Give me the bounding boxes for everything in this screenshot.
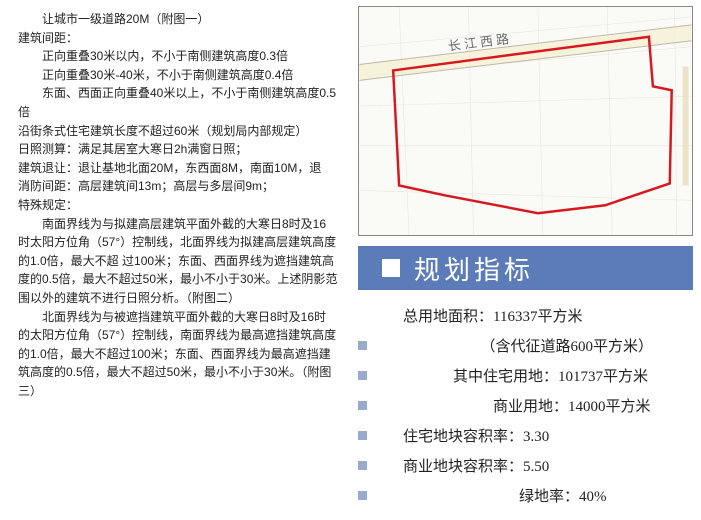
p-special2: 北面界线为与被遮挡建筑平面外截的大寒日8时及16时的太阳方位角（57°）控制线，…: [18, 308, 338, 401]
metric-road-area: （含代征道路600平方米）: [379, 335, 693, 356]
metrics-banner: 规划指标: [358, 246, 693, 290]
p-s1: 正向重叠30米以内，不小于南侧建筑高度0.3倍: [18, 47, 338, 66]
p-sun: 日照测算：满足其居室大寒日2h满窗日照；: [18, 140, 338, 159]
metric-commercial-area: 商业用地：14000平方米: [379, 395, 693, 416]
bullet-icon: [358, 341, 367, 350]
p-fire: 消防间距：高层建筑间13m；高层与多层间9m；: [18, 177, 338, 196]
site-map: 长 江 西 路: [358, 6, 693, 236]
metric-green-ratio: 绿地率：40%: [379, 485, 693, 506]
bullet-icon: [358, 431, 367, 440]
p-road: 让城市一级道路20M（附图一）: [18, 10, 338, 29]
p-s3: 东面、西面正向重叠40米以上，不小于南侧建筑高度0.5倍: [18, 84, 338, 121]
site-map-svg: 长 江 西 路: [359, 7, 692, 235]
bullet-icon: [358, 401, 367, 410]
metrics-list: 总用地面积：116337平方米 （含代征道路600平方米） 其中住宅用地：101…: [358, 304, 693, 514]
metric-total-area: 总用地面积：116337平方米: [379, 305, 693, 326]
bullet-icon: [358, 461, 367, 470]
metric-res-far: 住宅地块容积率：3.30: [379, 425, 693, 446]
bullet-icon: [358, 371, 367, 380]
banner-square-icon: [382, 259, 400, 277]
p-street: 沿街条式住宅建筑长度不超过60米（规划局内部规定）: [18, 122, 338, 141]
banner-title: 规划指标: [414, 250, 534, 287]
metric-residential-area: 其中住宅用地：101737平方米: [379, 365, 693, 386]
p-special-head: 特殊规定：: [18, 196, 338, 215]
p-special1: 南面界线为与拟建高层建筑平面外截的大寒日8时及16时太阳方位角（57°）控制线，…: [18, 215, 338, 308]
p-setback: 建筑退让：退让基地北面20M，东西面8M，南面10M，退: [18, 159, 338, 178]
bullet-icon: [358, 491, 367, 500]
regulations-text: 让城市一级道路20M（附图一） 建筑间距： 正向重叠30米以内，不小于南侧建筑高…: [18, 10, 338, 400]
metric-com-far: 商业地块容积率：5.50: [379, 455, 693, 476]
p-s2: 正向重叠30米-40米，不小于南侧建筑高度0.4倍: [18, 66, 338, 85]
p-spacing-head: 建筑间距：: [18, 29, 338, 48]
